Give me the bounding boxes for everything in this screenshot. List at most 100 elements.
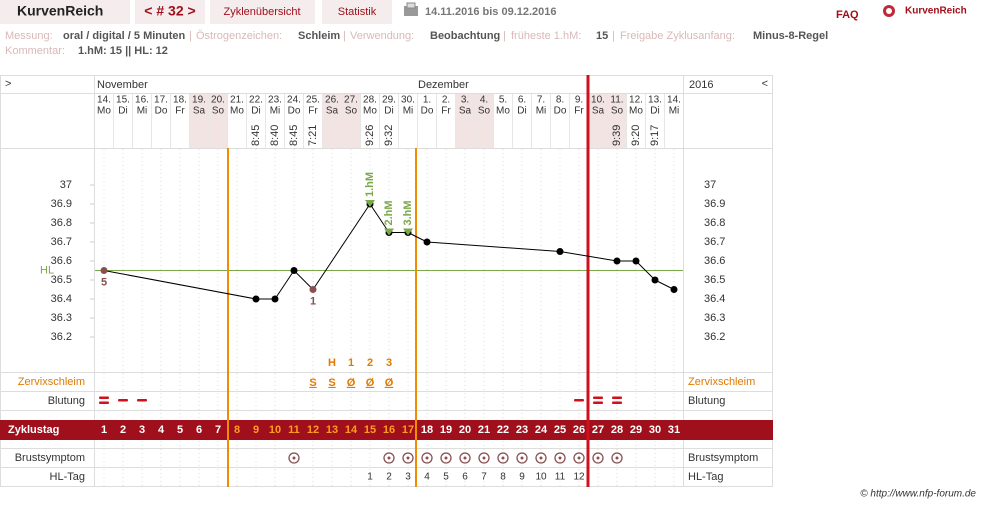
date: 9. [575,95,583,106]
weekday: Di [517,106,526,117]
temp-line [635,260,656,281]
weekday: Do [421,106,434,117]
cycle-day: 1 [101,424,107,436]
tab-label[interactable]: Statistik [338,6,377,18]
overview-tab[interactable] [210,0,315,24]
hl-day: 11 [555,472,566,483]
hl-day: 8 [500,472,506,483]
weekend-shade [208,94,228,148]
breast-dot [425,456,429,460]
breast-symptom [535,452,547,464]
weekend-shade [607,94,627,148]
cycle-tab[interactable] [135,0,205,24]
cycle-day: 23 [516,424,528,436]
weekday: Di [650,106,659,117]
cycle-day: 22 [497,424,509,436]
hl-day: 7 [481,472,487,483]
weekend-shade [341,94,361,148]
row-label: Brustsymptom [688,452,758,464]
time: 8:45 [250,125,262,146]
hm-triangle [365,200,375,207]
point-note: 5 [101,276,107,288]
svg-text:|: | [343,30,346,42]
svg-text:|: | [503,30,506,42]
temp-point [271,295,279,303]
nav-right[interactable]: < [762,78,768,90]
date: 4. [480,95,488,106]
weekday: Mo [629,106,643,117]
cycle-day: 9 [253,424,259,436]
month: Dezember [418,79,469,91]
cervix-peak: 1 [348,357,354,369]
date: 27. [344,95,358,106]
print-icon[interactable] [404,2,418,16]
y-tick-label: 37 [704,179,716,191]
bleeding-dash [593,401,603,404]
date: 12. [629,95,643,106]
temp-point [100,267,108,274]
date-range: 14.11.2016 bis 09.12.2016 [425,6,557,18]
breast-dot [463,456,467,460]
cervix-peak: 2 [367,357,373,369]
y-tick-label: 37 [60,179,72,191]
breast-dot [615,456,619,460]
info-label: Freigabe Zyklusanfang: [620,30,735,42]
breast-dot [596,456,600,460]
temp-point [290,267,298,274]
weekday: Fr [308,106,318,117]
y-tick-label: 36.3 [51,312,72,324]
stats-tab[interactable] [322,0,392,24]
info-value: 15 [596,30,608,42]
breast-symptom [516,452,528,464]
breast-symptom [611,452,623,464]
breast-symptom [288,452,300,464]
weekday: Mi [669,106,680,117]
date: 26. [325,95,339,106]
cycle-nav[interactable]: < # 32 > [144,3,195,19]
time: 7:21 [307,125,319,146]
date: 29. [382,95,396,106]
date: 22. [249,95,263,106]
cycle-day: 24 [535,424,548,436]
weekday: Mi [403,106,414,117]
date: 21. [230,95,244,106]
cycle-day: 4 [158,424,165,436]
cycle-day: 17 [402,424,414,436]
hl-day: 2 [386,472,392,483]
breast-symptom [478,452,490,464]
cycle-day: 28 [611,424,623,436]
breast-dot [444,456,448,460]
row-label: Zyklustag [8,424,59,436]
cycle-day: 7 [215,424,221,436]
faq-link[interactable]: FAQ [836,9,859,21]
weekday: Do [155,106,168,117]
weekday: Sa [592,106,605,117]
info-label: früheste 1.hM: [511,30,581,42]
hl-day: 3 [405,472,411,483]
nav-left[interactable]: > [5,78,11,90]
temp-line [312,203,371,290]
weekday: Fr [441,106,451,117]
y-tick-label: 36.8 [51,217,72,229]
breast-symptom [440,452,452,464]
weekend-shade [474,94,494,148]
hm-triangle [384,228,394,236]
cycle-day: 20 [459,424,471,436]
info-label: Messung: [5,30,53,42]
cervix-peak: 3 [386,357,392,369]
tab-label[interactable]: Zyklenübersicht [223,6,300,18]
weekday: Di [384,106,393,117]
cycle-day: 27 [592,424,604,436]
hl-day: 12 [573,472,585,483]
temp-point [613,257,621,265]
bleeding-dash [118,399,128,402]
temp-line [103,270,257,300]
cycle-day: 30 [649,424,661,436]
month: November [97,79,148,91]
y-tick-label: 36.6 [51,255,72,267]
cervix: S [309,377,316,389]
bleeding-dash [574,399,584,402]
y-tick-label: 36.9 [51,198,72,210]
temp-line [293,270,314,290]
weekday: So [345,106,358,117]
